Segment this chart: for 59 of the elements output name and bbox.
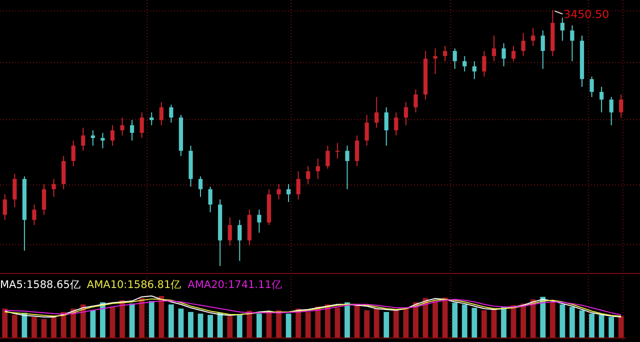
bar: [208, 314, 213, 338]
series-label: AMA20:1741.11亿: [188, 279, 282, 291]
bar: [481, 310, 487, 338]
bar: [246, 310, 252, 338]
bar: [100, 302, 106, 338]
bar: [550, 302, 556, 338]
bar: [384, 312, 390, 338]
bar: [256, 314, 262, 338]
bar: [236, 314, 242, 338]
bar: [276, 310, 282, 338]
bar: [344, 302, 350, 338]
bar: [462, 304, 468, 338]
bar: [618, 316, 624, 338]
bar: [139, 298, 145, 338]
bar: [178, 308, 184, 338]
series-label: AMA10:1586.81亿: [86, 279, 182, 291]
bar: [217, 312, 223, 338]
bar: [570, 306, 575, 338]
bar: [520, 304, 526, 338]
bar: [560, 304, 566, 338]
bar: [501, 306, 506, 338]
bar: [472, 308, 478, 338]
bar: [90, 310, 96, 338]
annotation: 3450.50: [564, 8, 610, 21]
bar: [413, 302, 418, 338]
bar: [579, 310, 585, 338]
bar: [364, 310, 370, 338]
bar: [60, 312, 66, 338]
bar: [608, 317, 614, 338]
bar: [198, 314, 204, 338]
bar: [305, 312, 311, 338]
bar: [188, 312, 194, 338]
bar: [227, 316, 233, 338]
bar: [354, 305, 360, 338]
bar: [158, 296, 164, 338]
bar: [324, 304, 330, 338]
bar: [598, 314, 604, 338]
bar: [120, 300, 125, 338]
bar: [32, 317, 37, 338]
bar: [374, 308, 380, 338]
bar: [589, 314, 594, 338]
bar: [168, 304, 174, 338]
series-label: MA5:1588.65亿: [0, 279, 81, 291]
bar: [296, 308, 302, 338]
bar: [334, 308, 340, 338]
bar: [148, 301, 154, 338]
bar: [403, 308, 409, 338]
bar: [452, 302, 458, 338]
bar: [41, 319, 47, 338]
bar: [51, 316, 56, 338]
bar: [315, 306, 321, 338]
bar: [12, 314, 18, 338]
bar: [530, 299, 536, 338]
bar: [432, 301, 438, 338]
bar: [70, 308, 76, 338]
bar: [393, 309, 399, 338]
bar: [540, 296, 546, 338]
bar: [2, 308, 8, 338]
bar: [286, 314, 292, 338]
